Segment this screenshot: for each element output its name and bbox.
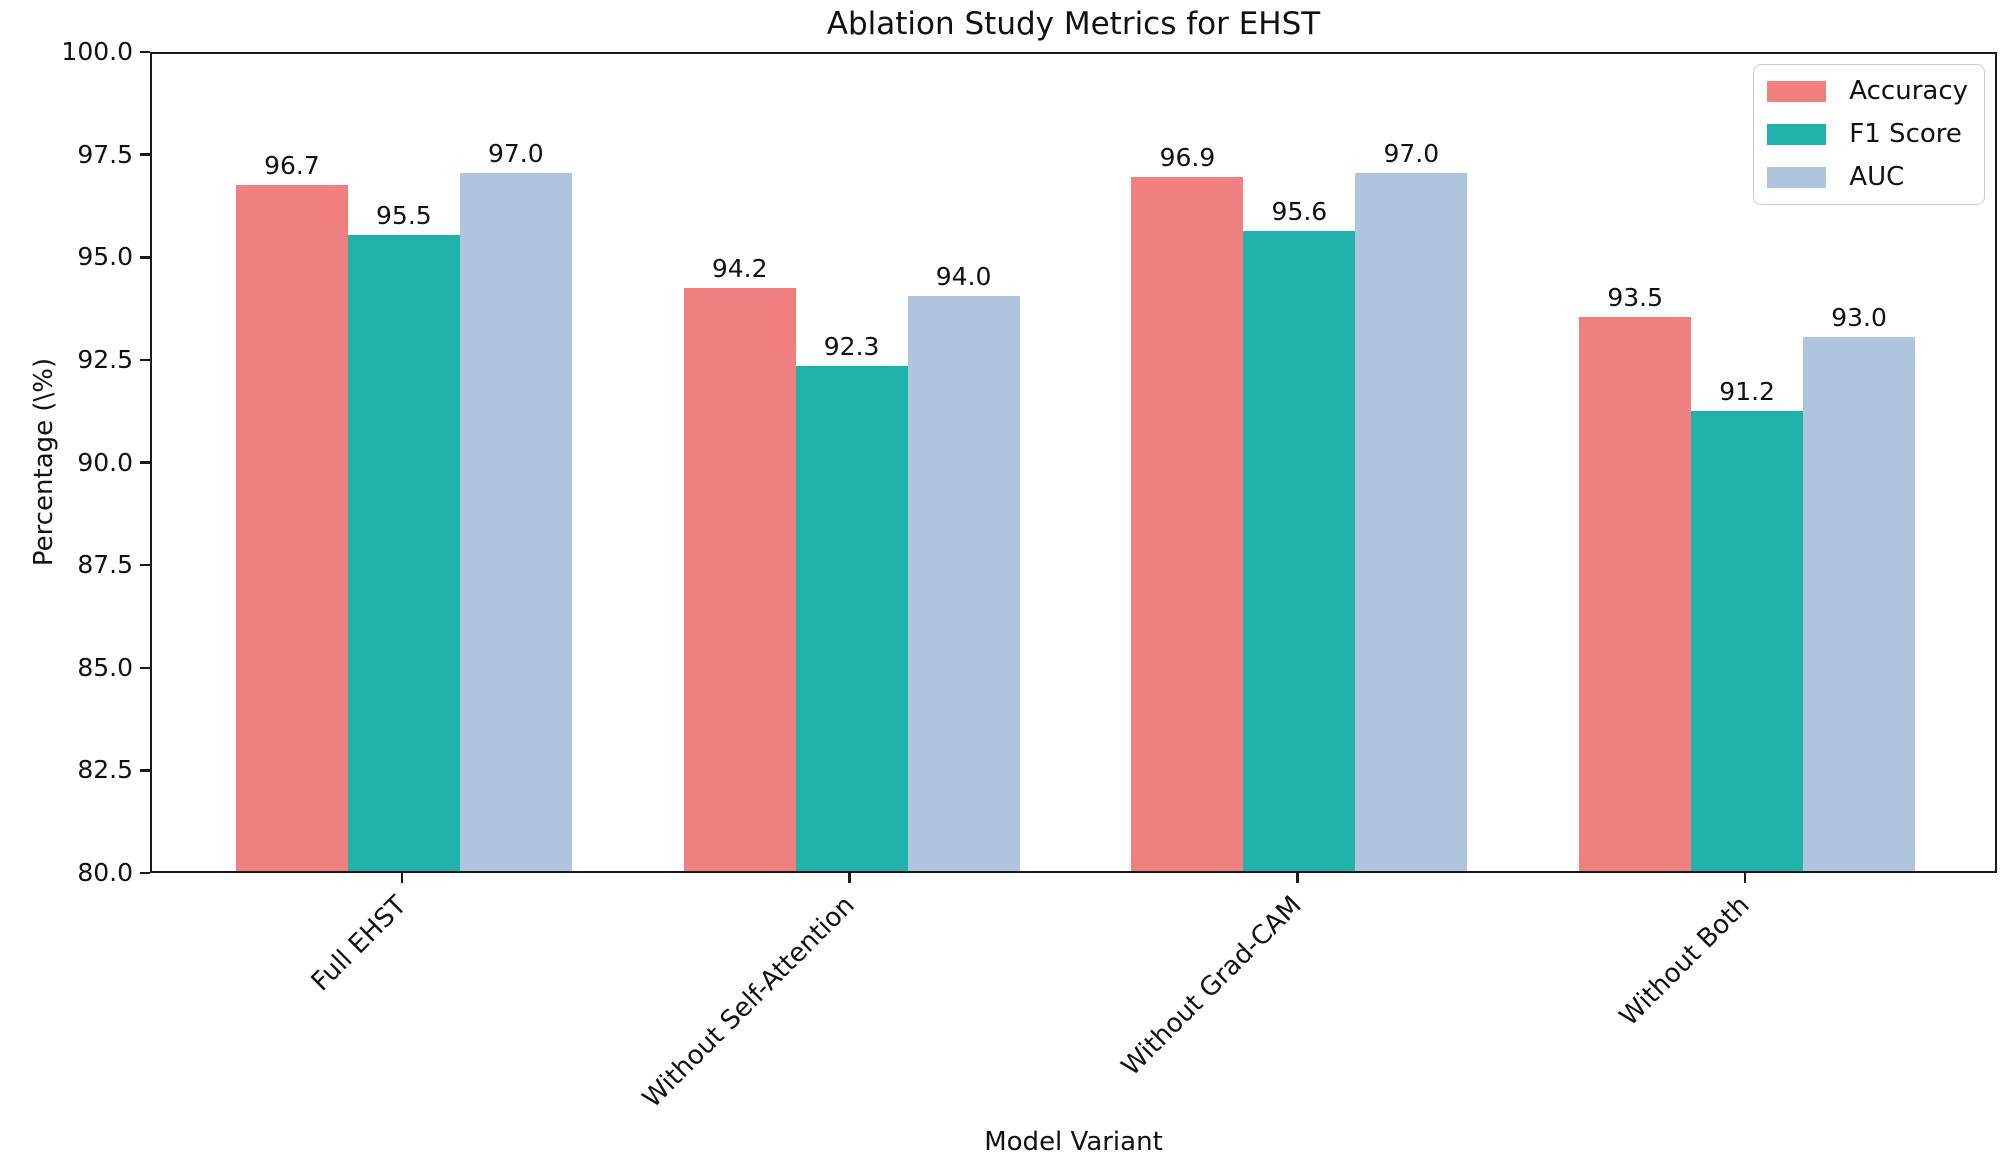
y-tick-mark — [140, 563, 150, 567]
chart-title: Ablation Study Metrics for EHST — [826, 6, 1321, 42]
legend-swatch-auc — [1767, 167, 1827, 188]
legend-swatch-accuracy — [1767, 81, 1827, 102]
plot-area: 96.7 94.2 96.9 93.5 95.5 92.3 95.6 91.2 97.0 94.0… — [150, 52, 1997, 873]
x-tick-label: Without Both — [1315, 886, 1756, 1032]
y-tick-mark — [140, 461, 150, 464]
bar-f1-score — [1243, 230, 1356, 871]
bar-f1-score — [347, 234, 460, 871]
bar-auc — [1355, 173, 1468, 871]
y-tick-label: 100.0 — [61, 37, 133, 66]
legend: Accuracy F1 Score AUC — [1753, 64, 1985, 205]
bar-accuracy — [683, 288, 796, 871]
bar-value-label: 94.2 — [711, 254, 768, 284]
y-tick-mark — [140, 871, 150, 875]
bar-value-label: 95.6 — [1271, 196, 1328, 226]
bar-value-label: 96.7 — [264, 151, 320, 181]
bar-value-label: 93.0 — [1831, 303, 1887, 333]
x-tick-label: Without Self-Attention — [420, 886, 861, 1114]
bar-value-label: 97.0 — [1383, 139, 1440, 169]
legend-item: F1 Score — [1767, 120, 1968, 149]
x-axis-label: Model Variant — [984, 1127, 1163, 1157]
bar-accuracy — [1579, 316, 1692, 871]
bar-value-label: 96.9 — [1159, 143, 1216, 173]
y-tick-mark — [140, 50, 150, 54]
x-tick-mark — [848, 873, 851, 883]
y-axis-label: Percentage (\%) — [29, 357, 59, 567]
legend-label: AUC — [1849, 162, 1905, 192]
y-tick-label: 90.0 — [77, 447, 133, 477]
y-tick-label: 87.5 — [77, 550, 133, 580]
bar-accuracy — [235, 185, 348, 871]
legend-label: Accuracy — [1849, 76, 1968, 106]
bar-value-label: 92.3 — [823, 332, 880, 362]
x-tick-mark — [1743, 873, 1747, 883]
y-tick-label: 97.5 — [77, 139, 133, 169]
bar-value-label: 97.0 — [487, 139, 544, 169]
y-tick-mark — [140, 153, 150, 156]
bar-accuracy — [1131, 177, 1244, 871]
bar-f1-score — [1691, 411, 1804, 871]
y-tick-label: 92.5 — [77, 344, 133, 374]
bar-f1-score — [795, 366, 908, 871]
y-tick-label: 95.0 — [77, 242, 133, 272]
legend-item: Accuracy — [1767, 77, 1968, 106]
legend-label: F1 Score — [1849, 119, 1962, 149]
y-tick-label: 80.0 — [77, 858, 133, 887]
bar-value-label: 93.5 — [1607, 282, 1664, 312]
bar-auc — [1803, 337, 1916, 871]
bar-value-label: 94.0 — [935, 262, 992, 292]
y-tick-mark — [140, 256, 150, 259]
bar-auc — [907, 296, 1020, 871]
x-tick-mark — [400, 873, 404, 883]
x-tick-label: Full EHST — [0, 886, 413, 997]
y-tick-label: 85.0 — [77, 652, 133, 682]
x-tick-mark — [1296, 873, 1299, 883]
y-tick-label: 82.5 — [77, 755, 133, 785]
bar-value-label: 91.2 — [1719, 377, 1775, 407]
bar-value-label: 95.5 — [376, 200, 432, 230]
y-tick-mark — [140, 769, 150, 772]
legend-item: AUC — [1767, 163, 1968, 192]
legend-swatch-f1-score — [1767, 124, 1827, 145]
y-tick-mark — [140, 358, 150, 362]
y-tick-mark — [140, 666, 150, 669]
bar-auc — [459, 173, 572, 871]
x-tick-label: Without Grad-CAM — [867, 886, 1308, 1082]
